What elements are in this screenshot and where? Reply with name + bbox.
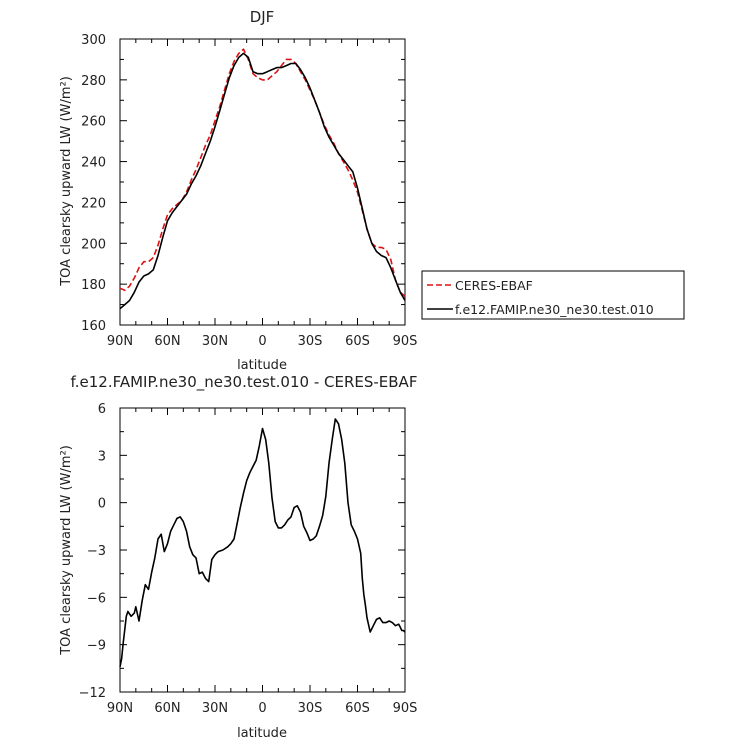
top-series-line-1	[119, 52, 406, 310]
top-y-tick-label: 240	[81, 156, 106, 171]
bottom-x-tick-label: 0	[258, 701, 266, 716]
legend: CERES-EBAF f.e12.FAMIP.ne30_ne30.test.01…	[421, 270, 685, 320]
bottom-x-tick-label: 60N	[154, 701, 180, 716]
bottom-y-tick-label: 3	[98, 449, 106, 464]
bottom-series-group	[119, 418, 406, 667]
bottom-x-axis-label: latitude	[237, 726, 287, 741]
top-x-axis-label: latitude	[237, 358, 287, 373]
top-y-tick-label: 300	[81, 33, 106, 48]
top-y-axis-label: TOA clearsky upward LW (W/m²)	[59, 76, 74, 287]
bottom-panel: f.e12.FAMIP.ne30_ne30.test.010 - CERES-E…	[59, 373, 417, 741]
top-y-tick-label: 220	[81, 196, 106, 211]
bottom-y-tick-label: 0	[98, 497, 106, 512]
legend-label-model: f.e12.FAMIP.ne30_ne30.test.010	[455, 302, 654, 317]
bottom-y-axis-label: TOA clearsky upward LW (W/m²)	[59, 445, 74, 656]
top-x-tick-label: 60S	[345, 334, 370, 349]
top-y-tick-label: 260	[81, 115, 106, 130]
bottom-y-tick-label: −3	[87, 544, 106, 559]
top-x-tick-label: 30N	[202, 334, 228, 349]
bottom-series-line-0	[119, 418, 406, 667]
top-x-tick-label: 90N	[107, 334, 133, 349]
top-axis-ticks: 90N 60N 30N 0 30S 60S 90S 160 180 200 220 240 260 280…	[81, 33, 417, 349]
top-y-tick-label: 280	[81, 74, 106, 89]
bottom-x-tick-label: 60S	[345, 701, 370, 716]
top-series-group	[119, 48, 406, 310]
top-y-tick-label: 180	[81, 278, 106, 293]
top-y-tick-label: 160	[81, 319, 106, 334]
top-panel-title: DJF	[250, 8, 275, 26]
top-x-tick-label: 30S	[298, 334, 323, 349]
bottom-plot-frame	[119, 407, 406, 693]
legend-label-ceres: CERES-EBAF	[455, 278, 533, 293]
legend-box	[421, 270, 685, 320]
bottom-x-tick-label: 90N	[107, 701, 133, 716]
top-x-tick-label: 60N	[154, 334, 180, 349]
bottom-y-tick-label: −9	[87, 639, 106, 654]
bottom-y-tick-label: 6	[98, 402, 106, 417]
bottom-axis-ticks: 90N 60N 30N 0 30S 60S 90S −12 −9 −6 −3 0 3 6	[79, 402, 418, 716]
bottom-y-tick-label: −12	[79, 686, 106, 701]
top-plot-frame	[119, 38, 406, 326]
top-series-line-0	[119, 48, 406, 298]
bottom-panel-title: f.e12.FAMIP.ne30_ne30.test.010 - CERES-E…	[71, 373, 418, 392]
bottom-x-tick-label: 30N	[202, 701, 228, 716]
top-x-tick-label: 90S	[393, 334, 418, 349]
top-y-tick-label: 200	[81, 237, 106, 252]
bottom-y-tick-label: −6	[87, 591, 106, 606]
bottom-x-tick-label: 30S	[298, 701, 323, 716]
top-x-tick-label: 0	[258, 334, 266, 349]
bottom-x-tick-label: 90S	[393, 701, 418, 716]
top-panel: DJF 90N 60N 30N 0 30S 60S 90S 160 180 200 220 240 26…	[59, 8, 685, 373]
